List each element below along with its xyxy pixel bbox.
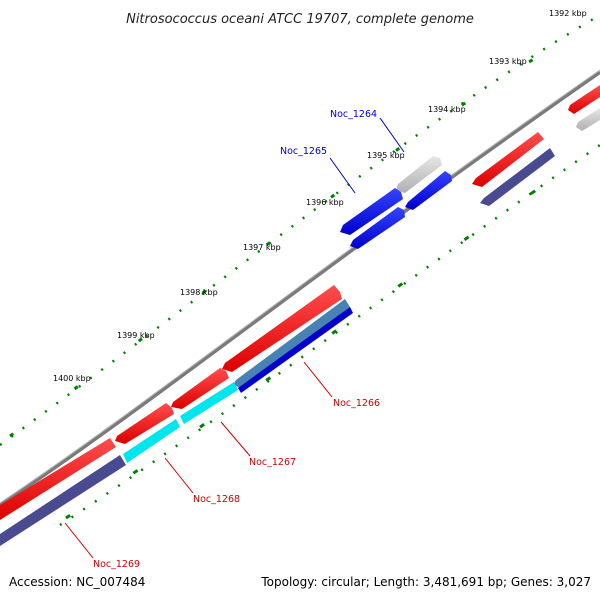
leader-noc-1264: [379, 117, 405, 153]
tick-label: 1397 kbp: [243, 243, 281, 252]
gene-arrow-purple[interactable]: [0, 455, 126, 546]
gene-labels: Noc_1264 Noc_1265 Noc_1266 Noc_1267 Noc_…: [93, 109, 380, 570]
gene-label-noc-1266[interactable]: Noc_1266: [333, 398, 380, 409]
label-leaders: [64, 117, 405, 559]
leader-noc-1266: [303, 361, 333, 398]
accession-text: Accession: NC_007484: [9, 575, 145, 589]
gene-arrow-grey[interactable]: [576, 108, 600, 131]
gene-features: [0, 85, 600, 546]
tick-label: 1400 kbp: [53, 374, 91, 383]
scale-ticks-inner: [59, 143, 600, 527]
gene-arrow-red[interactable]: [115, 403, 174, 444]
map-title: Nitrosococcus oceani ATCC 19707, complet…: [126, 12, 474, 27]
leader-noc-1265: [329, 157, 356, 194]
gene-arrow-red[interactable]: [568, 85, 600, 114]
genome-backbone-highlight: [0, 69, 600, 504]
gene-label-noc-1268[interactable]: Noc_1268: [193, 494, 240, 505]
tick-label: 1393 kbp: [489, 57, 527, 66]
gene-arrow-blue[interactable]: [405, 171, 452, 210]
gene-arrow-grey[interactable]: [396, 156, 442, 193]
scale-ring: [0, 13, 600, 527]
scale-ticks-outer: [0, 13, 600, 447]
gene-label-noc-1269[interactable]: Noc_1269: [93, 559, 140, 570]
gene-arrow-cyan[interactable]: [180, 382, 238, 424]
gene-arrow-blue[interactable]: [350, 207, 405, 249]
scale-ticks-inner-major: [65, 148, 597, 520]
tick-labels: 1392 kbp 1393 kbp 1394 kbp 1395 kbp 1396…: [53, 9, 587, 383]
leader-noc-1267: [220, 421, 251, 457]
gene-arrow-cyan[interactable]: [123, 419, 180, 463]
gene-arrow-steelblue[interactable]: [233, 299, 350, 388]
gene-label-noc-1267[interactable]: Noc_1267: [249, 457, 296, 468]
tick-label: 1395 kbp: [367, 151, 405, 160]
tick-label: 1396 kbp: [306, 198, 344, 207]
tick-label: 1394 kbp: [428, 105, 466, 114]
genome-summary-text: Topology: circular; Length: 3,481,691 bp…: [260, 575, 591, 589]
leader-noc-1268: [164, 457, 194, 494]
tick-label: 1392 kbp: [549, 9, 587, 18]
tick-label: 1398 kbp: [180, 288, 218, 297]
scale-ticks-outer-major: [9, 20, 599, 438]
gene-arrow-red[interactable]: [222, 285, 342, 372]
leader-noc-1269: [64, 522, 94, 559]
gene-arrow-blue[interactable]: [340, 188, 403, 235]
gene-arrow-red[interactable]: [0, 438, 116, 520]
genome-backbone: [0, 70, 600, 507]
gene-label-noc-1264[interactable]: Noc_1264: [330, 109, 377, 120]
gene-arrow-purple[interactable]: [480, 148, 555, 206]
tick-label: 1399 kbp: [117, 331, 155, 340]
gene-arrow-red[interactable]: [171, 368, 229, 409]
gene-arrow-blue[interactable]: [238, 307, 353, 393]
gene-label-noc-1265[interactable]: Noc_1265: [280, 146, 327, 157]
gene-arrow-red[interactable]: [472, 132, 544, 187]
